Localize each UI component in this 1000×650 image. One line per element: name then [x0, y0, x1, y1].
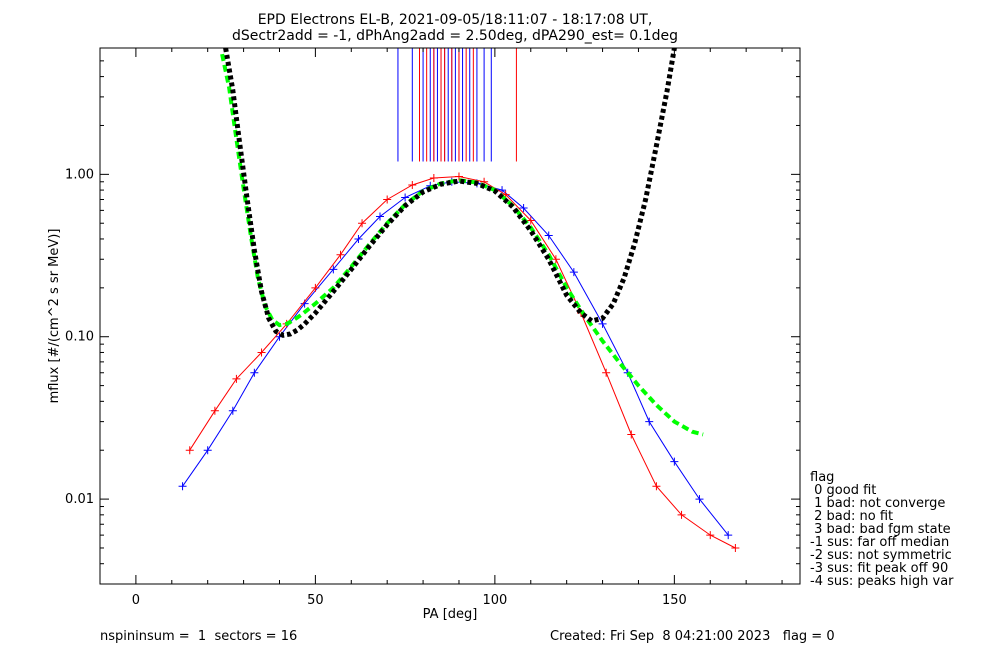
- y-axis-label: mflux [#/(cm^2 s sr MeV)]: [47, 229, 62, 404]
- footer-left: nspininsum = 1 sectors = 16: [100, 629, 297, 644]
- data-point-marker: [519, 204, 528, 213]
- data-point-marker: [250, 368, 259, 377]
- legend-item: 1 bad: not converge: [810, 496, 945, 511]
- legend-item: 2 bad: no fit: [810, 509, 893, 524]
- data-point-marker: [185, 446, 194, 455]
- x-tick-label: 100: [482, 593, 507, 608]
- data-point-marker: [627, 430, 636, 439]
- x-tick-label: 150: [662, 593, 687, 608]
- data-point-marker: [311, 283, 320, 292]
- footer-right: Created: Fri Sep 8 04:21:00 2023 flag = …: [550, 629, 835, 644]
- data-point-marker: [358, 219, 367, 228]
- legend-item: 0 good fit: [810, 483, 876, 498]
- data-point-marker: [354, 234, 363, 243]
- legend-item: -4 sus: peaks high var: [810, 574, 954, 589]
- y-tick-label: 0.01: [65, 492, 94, 507]
- data-point-marker: [376, 212, 384, 221]
- data-point-marker: [724, 531, 733, 540]
- data-point-marker: [551, 255, 560, 264]
- plot-frame: [99, 47, 801, 585]
- data-point-marker: [336, 250, 345, 259]
- data-point-marker: [454, 172, 463, 181]
- spike-lines: [397, 48, 517, 162]
- data-point-marker: [677, 510, 686, 519]
- data-point-marker: [670, 457, 679, 466]
- data-point-marker: [178, 482, 187, 491]
- data-point-marker: [731, 543, 740, 552]
- legend-item: -1 sus: far off median: [810, 535, 949, 550]
- data-point-marker: [652, 482, 661, 491]
- data-point-marker: [526, 216, 535, 225]
- data-point-marker: [544, 231, 553, 240]
- data-point-marker: [401, 193, 410, 202]
- legend-item: -3 sus: fit peak off 90: [810, 561, 948, 576]
- data-point-marker: [429, 173, 438, 182]
- x-tick-label: 0: [132, 593, 140, 608]
- data-point-marker: [695, 495, 704, 504]
- data-point-marker: [383, 195, 392, 204]
- legend-item: -2 sus: not symmetric: [810, 548, 952, 563]
- x-tick-label: 50: [307, 593, 324, 608]
- data-point-marker: [706, 531, 715, 540]
- y-tick-label: 0.10: [65, 330, 94, 345]
- data-point-marker: [598, 319, 607, 328]
- legend-title: flag: [810, 470, 834, 485]
- data-point-marker: [408, 180, 417, 189]
- chart-title-line1: EPD Electrons EL-B, 2021-09-05/18:11:07 …: [258, 12, 653, 28]
- data-series: [178, 48, 740, 552]
- data-point-marker: [228, 406, 237, 415]
- chart-title-line2: dSectr2add = -1, dPhAng2add = 2.50deg, d…: [232, 28, 678, 44]
- axes: 0 50 100 150 0.01 0.10 1.00: [65, 47, 800, 608]
- data-point-marker: [645, 417, 654, 426]
- fit-curve-black: [223, 48, 677, 338]
- series-line-1: [189, 175, 736, 549]
- data-point-marker: [602, 368, 611, 377]
- data-point-marker: [329, 265, 338, 274]
- legend-item: 3 bad: bad fgm state: [810, 522, 951, 537]
- data-point-marker: [257, 348, 266, 357]
- data-point-marker: [210, 406, 219, 415]
- flag-legend: flag 0 good fit 1 bad: not converge 2 ba…: [810, 470, 954, 589]
- data-point-marker: [232, 374, 241, 383]
- series-line-0: [182, 181, 729, 536]
- data-point-marker: [203, 446, 212, 455]
- data-point-marker: [569, 268, 578, 277]
- y-tick-label: 1.00: [65, 167, 94, 182]
- x-axis-label: PA [deg]: [423, 607, 478, 622]
